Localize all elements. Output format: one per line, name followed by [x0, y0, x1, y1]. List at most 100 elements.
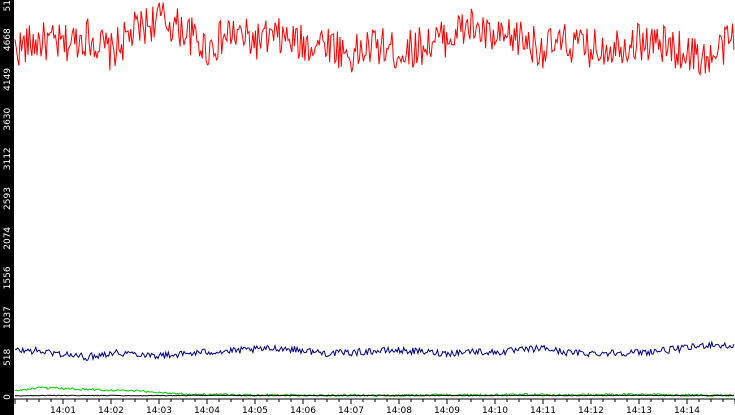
data-point: [494, 40, 496, 42]
data-point: [158, 355, 160, 357]
data-point: [206, 48, 208, 50]
data-point: [38, 395, 40, 397]
data-point: [638, 352, 640, 354]
data-point: [518, 37, 520, 39]
data-point: [14, 395, 16, 397]
series-line-1: [14, 2, 735, 77]
data-point: [470, 395, 472, 397]
data-point: [662, 350, 664, 352]
y-tick-label: 3630: [3, 107, 13, 130]
data-point: [326, 395, 328, 397]
data-point: [278, 37, 280, 39]
x-tick-label: 14:08: [386, 406, 412, 415]
data-point: [662, 44, 664, 46]
series-line-4: [14, 394, 734, 397]
x-tick-label: 14:06: [290, 406, 316, 415]
data-point: [278, 395, 280, 397]
series-line-2: [14, 340, 735, 362]
data-point: [470, 350, 472, 352]
data-point: [206, 395, 208, 397]
y-tick-label: 5187: [3, 0, 13, 11]
data-point: [590, 395, 592, 397]
data-point: [182, 393, 184, 395]
data-point: [422, 395, 424, 397]
data-point: [62, 44, 64, 46]
data-point: [542, 48, 544, 50]
data-point: [614, 395, 616, 397]
data-point: [590, 48, 592, 50]
data-point: [374, 350, 376, 352]
data-point: [230, 33, 232, 35]
data-point: [686, 395, 688, 397]
data-point: [710, 343, 712, 345]
data-point: [158, 395, 160, 397]
series-layer: [14, 2, 735, 398]
x-tick-label: 14:01: [50, 406, 76, 415]
data-point: [398, 350, 400, 352]
data-point: [398, 52, 400, 54]
data-point: [254, 395, 256, 397]
data-point: [134, 395, 136, 397]
data-point: [62, 395, 64, 397]
data-point: [302, 350, 304, 352]
x-tick-label: 14:07: [338, 406, 364, 415]
data-point: [662, 395, 664, 397]
data-point: [254, 40, 256, 42]
data-point: [254, 349, 256, 351]
data-point: [230, 395, 232, 397]
data-point: [38, 40, 40, 42]
x-tick-label: 14:13: [626, 406, 652, 415]
data-point: [326, 353, 328, 355]
data-point: [326, 40, 328, 42]
data-point: [62, 353, 64, 355]
x-tick-label: 14:14: [674, 406, 700, 415]
data-point: [134, 390, 136, 392]
data-point: [686, 52, 688, 54]
x-tick-label: 14:12: [578, 406, 604, 415]
data-point: [470, 25, 472, 27]
data-point: [302, 44, 304, 46]
y-axis-band: [0, 0, 14, 415]
y-tick-label: 1556: [3, 266, 13, 289]
data-point: [38, 387, 40, 389]
data-point: [302, 395, 304, 397]
data-point: [494, 352, 496, 354]
data-point: [518, 395, 520, 397]
data-point: [494, 395, 496, 397]
x-tick-label: 14:05: [242, 406, 268, 415]
x-tick-label: 14:04: [194, 406, 220, 415]
y-tick-label: 2593: [3, 187, 13, 210]
data-point: [566, 352, 568, 354]
y-tick-label: 3112: [3, 147, 13, 170]
x-tick-label: 14:10: [482, 406, 508, 415]
data-point: [566, 395, 568, 397]
data-point: [422, 44, 424, 46]
data-point: [566, 43, 568, 45]
data-point: [134, 30, 136, 32]
data-point: [278, 347, 280, 349]
data-point: [638, 395, 640, 397]
y-tick-label: 1037: [3, 306, 13, 329]
data-point: [110, 389, 112, 391]
data-point: [350, 395, 352, 397]
data-point: [374, 395, 376, 397]
data-point: [158, 17, 160, 19]
data-point: [374, 44, 376, 46]
data-point: [158, 392, 160, 394]
data-point: [110, 52, 112, 54]
data-point: [614, 352, 616, 354]
data-point: [614, 44, 616, 46]
data-point: [710, 395, 712, 397]
data-point: [110, 352, 112, 354]
y-tick-label: 0: [3, 394, 13, 400]
data-point: [542, 347, 544, 349]
x-tick-label: 14:02: [98, 406, 124, 415]
data-point: [518, 350, 520, 352]
data-point: [206, 351, 208, 353]
data-point: [686, 347, 688, 349]
data-point: [590, 353, 592, 355]
y-tick-label: 2074: [3, 227, 13, 250]
